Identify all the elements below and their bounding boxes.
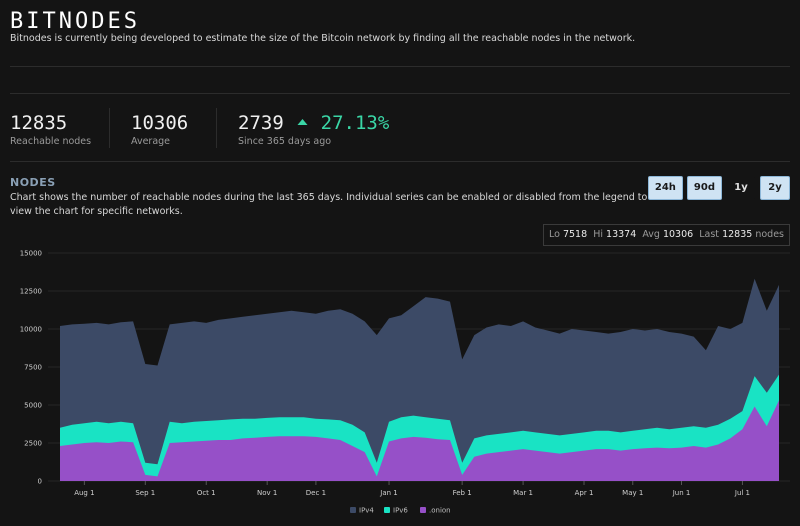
x-tick-label: Oct 1 xyxy=(197,489,216,497)
x-tick-label: Jan 1 xyxy=(379,489,397,497)
x-tick-label: Feb 1 xyxy=(453,489,472,497)
y-tick-label: 0 xyxy=(38,478,42,486)
hi-value: 13374 xyxy=(606,229,637,240)
divider-stats-top xyxy=(10,93,790,94)
nodes-section-description: Chart shows the number of reachable node… xyxy=(10,192,648,217)
avg-value: 10306 xyxy=(662,229,694,240)
legend-label: .onion xyxy=(429,507,451,515)
change-count: 2739 xyxy=(238,112,284,134)
stat-separator xyxy=(216,108,217,148)
last-value: 12835 xyxy=(722,229,753,240)
reachable-count: 12835 xyxy=(10,112,68,134)
avg-label: Avg xyxy=(642,229,660,240)
lo-value: 7518 xyxy=(562,229,588,240)
divider-stats-bottom xyxy=(10,161,790,162)
last-label: Last xyxy=(699,229,720,240)
range-button-24h[interactable]: 24h xyxy=(647,176,683,200)
average-count: 10306 xyxy=(131,112,189,134)
y-tick-label: 12500 xyxy=(20,288,42,296)
legend-item-ipv4[interactable]: IPv4 xyxy=(350,507,374,515)
reachable-label: Reachable nodes xyxy=(10,136,92,147)
hi-label: Hi xyxy=(593,229,603,240)
divider-top xyxy=(10,66,790,67)
stat-separator xyxy=(109,108,110,148)
nodes-area-chart[interactable]: 0 2500 5000 7500 10000 12500 15000 Aug 1 Sep 1 Oc… xyxy=(0,244,800,526)
y-tick-label: 7500 xyxy=(24,364,42,372)
y-tick-label: 15000 xyxy=(20,250,42,258)
tagline: Bitnodes is currently being developed to… xyxy=(10,33,636,44)
legend-item-ipv6[interactable]: IPv6 xyxy=(384,507,408,515)
range-button-2y[interactable]: 2y xyxy=(760,176,790,200)
legend-swatch xyxy=(350,507,356,513)
stat-average: 10306 Average xyxy=(131,112,188,147)
legend-swatch xyxy=(420,507,426,513)
nodes-section-title: NODES xyxy=(10,176,56,189)
change-label: Since 365 days ago xyxy=(238,136,332,147)
legend-label: IPv4 xyxy=(359,507,374,515)
y-tick-label: 5000 xyxy=(24,402,42,410)
x-tick-label: May 1 xyxy=(622,489,643,497)
x-tick-label: Aug 1 xyxy=(74,489,94,497)
legend-item-onion[interactable]: .onion xyxy=(420,507,451,515)
x-tick-label: Jun 1 xyxy=(672,489,691,497)
stat-change: 2739 27.13% Since 365 days ago xyxy=(238,112,389,147)
change-percent: 27.13% xyxy=(320,112,390,134)
stat-reachable: 12835 Reachable nodes xyxy=(10,112,91,147)
x-tick-label: Jul 1 xyxy=(734,489,750,497)
range-summary: Lo 7518 Hi 13374 Avg 10306 Last 12835 no… xyxy=(542,224,790,246)
up-arrow-icon xyxy=(295,112,320,134)
legend-label: IPv6 xyxy=(393,507,408,515)
x-tick-label: Sep 1 xyxy=(135,489,155,497)
x-tick-label: Nov 1 xyxy=(257,489,277,497)
series-area-onion[interactable] xyxy=(60,400,779,481)
legend-swatch xyxy=(384,507,390,513)
bitnodes-logo[interactable]: BITNODES xyxy=(10,9,140,34)
range-button-group: 24h 90d 1y 2y xyxy=(647,176,790,200)
x-tick-label: Dec 1 xyxy=(306,489,326,497)
lo-label: Lo xyxy=(548,229,560,240)
range-button-90d[interactable]: 90d xyxy=(686,176,722,200)
average-label: Average xyxy=(131,136,171,147)
x-tick-label: Apr 1 xyxy=(575,489,594,497)
x-tick-label: Mar 1 xyxy=(513,489,533,497)
y-tick-label: 2500 xyxy=(24,440,42,448)
range-button-1y[interactable]: 1y xyxy=(726,176,756,200)
unit-label: nodes xyxy=(755,229,784,240)
y-tick-label: 10000 xyxy=(20,326,42,334)
